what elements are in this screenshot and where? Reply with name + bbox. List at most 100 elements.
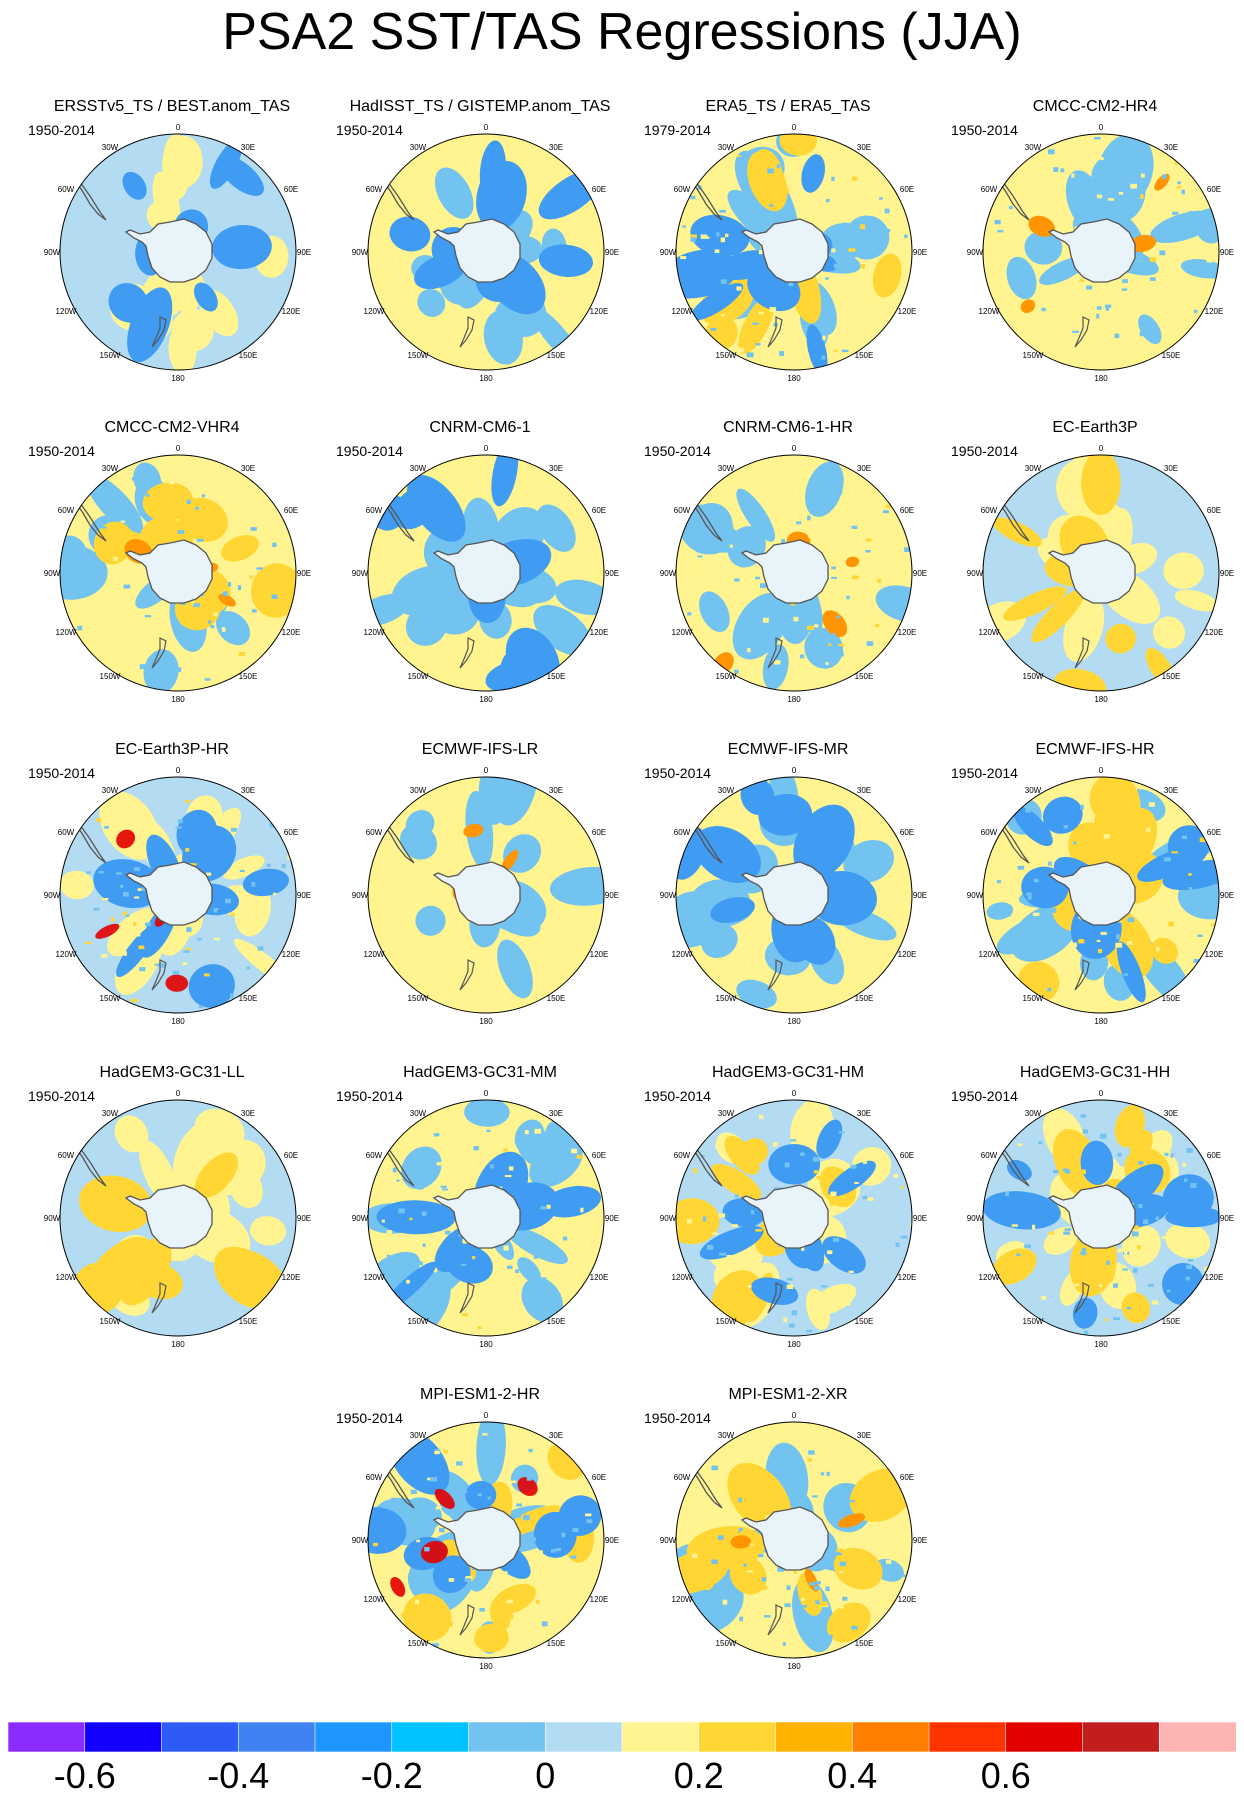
- longitude-label: 60E: [900, 185, 914, 194]
- longitude-label: 30W: [410, 786, 427, 795]
- anomaly-patch: [816, 1119, 843, 1159]
- south-america-coastline: [67, 809, 107, 864]
- anomaly-patch: [93, 521, 134, 565]
- anomaly-patch: [1121, 1225, 1161, 1267]
- longitude-label: 150E: [239, 672, 258, 681]
- longitude-label: 0: [176, 444, 181, 453]
- anomaly-patch: [162, 135, 203, 189]
- antarctica-coastline: [740, 861, 829, 926]
- anomaly-patch: [476, 161, 527, 231]
- longitude-label: 180: [1094, 1017, 1108, 1026]
- anomaly-patch: [875, 585, 912, 623]
- panel-title: HadGEM3-GC31-HH: [1019, 1064, 1171, 1081]
- anomaly-patch: [779, 134, 817, 156]
- anomaly-patch: [1180, 259, 1219, 279]
- new-zealand-coastline: [151, 316, 167, 348]
- longitude-label: 120E: [898, 1273, 917, 1282]
- longitude-label: 150W: [408, 351, 429, 360]
- anomaly-patch: [983, 1191, 1061, 1230]
- longitude-label: 150E: [1162, 672, 1181, 681]
- anomaly-patch: [114, 1115, 149, 1153]
- panel-period: 1950-2014: [336, 1088, 403, 1104]
- longitude-label: 120W: [56, 1273, 77, 1282]
- longitude-label: 30E: [857, 1109, 871, 1118]
- anomaly-patch: [736, 979, 777, 1009]
- anomaly-patch: [227, 1249, 287, 1301]
- anomaly-patch: [1138, 314, 1162, 345]
- anomaly-patch: [242, 868, 289, 897]
- anomaly-patch: [1028, 215, 1055, 237]
- longitude-label: 0: [1099, 766, 1104, 775]
- anomaly-patch: [368, 1507, 407, 1554]
- anomaly-patch: [194, 1152, 239, 1199]
- longitude-label: 90W: [660, 1214, 677, 1223]
- longitude-label: 150E: [239, 994, 258, 1003]
- map-panel: CNRM-CM6-1 1950-2014 0 180 30W 30E 60W 60E 90W 90…: [330, 418, 630, 738]
- longitude-label: 120E: [590, 950, 609, 959]
- panel-period: 1950-2014: [951, 443, 1018, 459]
- panel-title: CMCC-CM2-HR4: [1032, 98, 1158, 115]
- longitude-label: 60W: [674, 1473, 691, 1482]
- polar-stereographic-map: 0 180 30W 30E 60W 60E 90W 90E 120W 120E 150W 150E: [352, 1411, 619, 1671]
- longitude-label: 30W: [718, 1431, 735, 1440]
- longitude-label: 60E: [284, 185, 298, 194]
- anomaly-patch: [676, 1198, 720, 1245]
- longitude-label: 120W: [364, 307, 385, 316]
- longitude-label: 120W: [56, 628, 77, 637]
- panel-period: 1950-2014: [28, 122, 95, 138]
- antarctica-coastline: [740, 539, 829, 604]
- longitude-label: 30E: [1164, 786, 1178, 795]
- new-zealand-coastline: [1074, 316, 1090, 348]
- panel-title: EC-Earth3P: [1052, 419, 1138, 436]
- anomaly-patch: [389, 216, 431, 252]
- anomaly-patch: [793, 804, 855, 879]
- longitude-label: 90W: [660, 248, 677, 257]
- longitude-label: 30E: [549, 143, 563, 152]
- new-zealand-coastline: [151, 959, 167, 991]
- longitude-label: 90W: [660, 891, 677, 900]
- anomaly-patch: [505, 1226, 568, 1264]
- longitude-label: 90E: [1220, 569, 1234, 578]
- longitude-label: 120W: [979, 307, 1000, 316]
- map-boundary: [675, 133, 913, 371]
- anomaly-patch: [1024, 229, 1063, 265]
- anomaly-patch: [533, 1511, 577, 1558]
- longitude-label: 150E: [855, 351, 874, 360]
- new-zealand-coastline: [151, 637, 167, 669]
- longitude-label: 150E: [1162, 994, 1181, 1003]
- polar-stereographic-map: 0 180 30W 30E 60W 60E 90W 90E 120W 120E 150W 150E: [967, 123, 1234, 383]
- longitude-label: 30E: [549, 1431, 563, 1440]
- south-america-coastline: [990, 809, 1030, 864]
- africa-coastline: [1148, 1100, 1172, 1107]
- anomaly-patch: [118, 1237, 172, 1306]
- longitude-label: 90W: [44, 569, 61, 578]
- panel-title: HadISST_TS / GISTEMP.anom_TAS: [349, 98, 611, 115]
- africa-coastline: [841, 1100, 865, 1107]
- panel-period: 1950-2014: [28, 443, 95, 459]
- polar-stereographic-map: 0 180 30W 30E 60W 60E 90W 90E 120W 120E 150W 150E: [44, 444, 311, 704]
- panel-period: 1950-2014: [951, 765, 1018, 781]
- longitude-label: 60W: [58, 506, 75, 515]
- anomaly-patch: [434, 1488, 455, 1509]
- anomaly-patch: [699, 591, 730, 632]
- map-panel: CMCC-CM2-HR4 1950-2014 0 180 30W 30E 60W 60E 90W…: [945, 97, 1244, 417]
- map-boundary: [59, 133, 297, 371]
- anomaly-patch: [432, 1555, 471, 1594]
- map-boundary: [675, 454, 913, 692]
- anomaly-patch: [844, 215, 890, 260]
- longitude-label: 0: [792, 444, 797, 453]
- longitude-label: 90W: [660, 569, 677, 578]
- longitude-label: 90W: [967, 1214, 984, 1223]
- new-zealand-coastline: [1074, 1282, 1090, 1314]
- antarctica-coastline: [432, 218, 521, 283]
- polar-stereographic-map: 0 180 30W 30E 60W 60E 90W 90E 120W 120E 150W 150E: [44, 766, 311, 1026]
- africa-coastline: [225, 134, 249, 141]
- new-zealand-coastline: [459, 316, 475, 348]
- antarctica-coastline: [1047, 1184, 1136, 1249]
- longitude-label: 60W: [366, 828, 383, 837]
- anomaly-patch: [1006, 1159, 1032, 1181]
- anomaly-patch: [838, 1513, 866, 1528]
- polar-stereographic-map: 0 180 30W 30E 60W 60E 90W 90E 120W 120E 150W 150E: [44, 123, 311, 383]
- longitude-label: 120E: [898, 307, 917, 316]
- polar-stereographic-map: 0 180 30W 30E 60W 60E 90W 90E 120W 120E 150W 150E: [660, 766, 927, 1026]
